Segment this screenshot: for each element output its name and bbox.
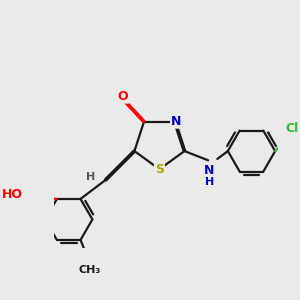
Text: N: N [204,164,214,177]
Text: CH₃: CH₃ [79,265,101,275]
Text: H: H [205,177,214,187]
Text: O: O [118,90,128,103]
Text: H: H [86,172,96,182]
Text: N: N [171,115,181,128]
Text: HO: HO [2,188,23,202]
Text: Cl: Cl [286,122,299,135]
Text: S: S [155,163,164,176]
